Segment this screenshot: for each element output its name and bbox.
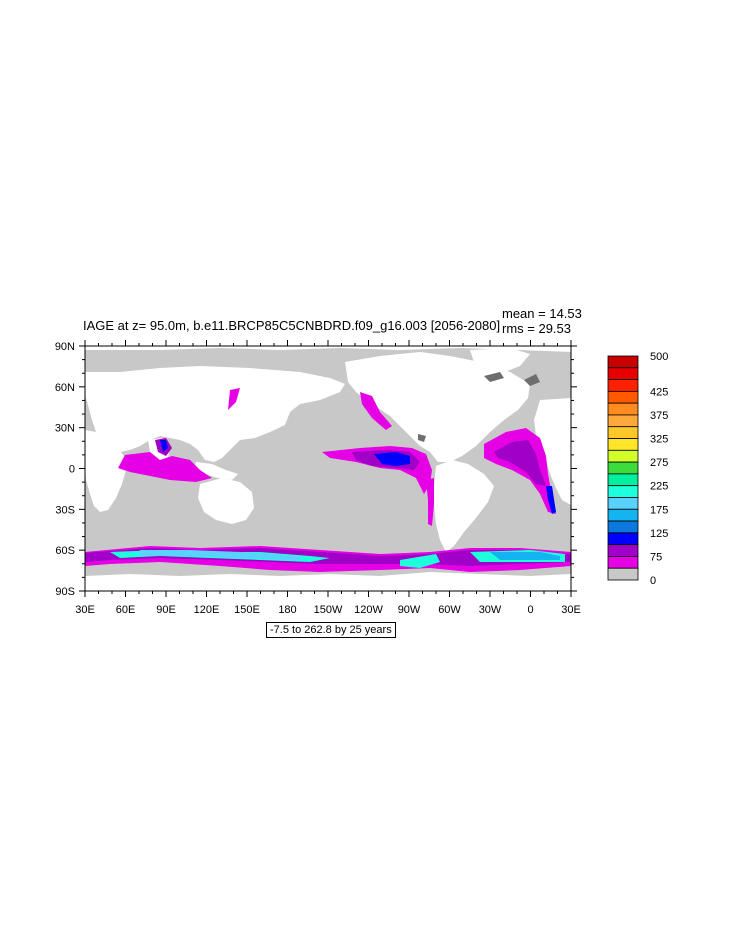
field-gulf-dark <box>418 434 426 442</box>
lon-tick-label: 30E <box>75 604 95 616</box>
lon-tick-label: 60W <box>438 604 461 616</box>
colorbar-swatch <box>607 355 639 369</box>
lon-tick-label: 30E <box>561 604 581 616</box>
field-arctic-dark-1 <box>484 372 504 382</box>
field-atlantic-east-purple <box>494 440 546 486</box>
lon-tick-label: 180 <box>278 604 296 616</box>
field-drake-cyan <box>400 554 440 568</box>
colorbar-label: 325 <box>650 434 668 446</box>
land-africa <box>85 430 126 512</box>
lon-tick-label: 150E <box>234 604 260 616</box>
colorbar-swatch <box>607 520 639 534</box>
colorbar-swatch <box>607 438 639 451</box>
lat-tick-label: 90S <box>55 586 75 598</box>
lon-tick-label: 150W <box>314 604 343 616</box>
field-indian-north <box>118 452 212 482</box>
land-masses <box>85 346 571 591</box>
plot-title: IAGE at z= 95.0m, b.e11.BRCP85C5CNBDRD.f… <box>83 318 501 333</box>
field-southern-blue-east <box>490 552 560 560</box>
lon-tick-label: 120W <box>354 604 383 616</box>
lat-ticks <box>79 345 577 592</box>
colorbar-label: 75 <box>650 551 662 563</box>
field-eq-pacific-blue <box>374 452 410 466</box>
lat-labels: 90N 60N 30N 0 30S 60S 90S <box>55 341 75 598</box>
colorbar-swatch <box>607 449 639 463</box>
lon-tick-label: 120E <box>194 604 220 616</box>
land-africa-right <box>534 398 571 505</box>
colorbar-swatch <box>607 367 639 380</box>
land-eurasia <box>85 366 345 462</box>
lon-labels: 30E 60E 90E 120E 150E 180 150W 120W 90W 60W 30W 0 30… <box>75 604 581 616</box>
colorbar-swatch <box>607 497 639 510</box>
land-greenland <box>470 348 530 374</box>
land-indonesia <box>194 462 238 480</box>
lon-tick-label: 0 <box>527 604 533 616</box>
colorbar-swatch <box>607 461 639 475</box>
map-panel <box>84 345 572 592</box>
mean-stat: mean = 14.53 <box>502 306 582 321</box>
colorbar-label: 500 <box>650 351 668 363</box>
colorbar-label: 175 <box>650 504 668 516</box>
field-pacific-north-coast <box>360 392 392 430</box>
field-arctic-dark-2 <box>524 374 540 386</box>
colorbar-swatch <box>607 508 639 522</box>
land-north-america <box>345 352 530 462</box>
lon-ticks <box>84 340 572 597</box>
field-benguela-blue <box>546 486 556 514</box>
lon-tick-label: 90E <box>156 604 176 616</box>
colorbar-label: 275 <box>650 457 668 469</box>
lon-tick-label: 30W <box>479 604 502 616</box>
lat-tick-label: 30S <box>55 504 75 516</box>
lat-tick-label: 0 <box>69 464 75 476</box>
field-southern-lightblue <box>140 550 300 560</box>
rms-stat: rms = 29.53 <box>502 321 572 336</box>
land-south-america <box>434 460 494 552</box>
land-arctic <box>85 346 571 352</box>
lon-tick-label: 90W <box>398 604 421 616</box>
lat-tick-label: 90N <box>55 341 75 353</box>
lat-tick-label: 60S <box>55 545 75 557</box>
contour-range-note: -7.5 to 262.8 by 25 years <box>266 622 396 638</box>
colorbar-swatch <box>607 567 639 581</box>
colorbar-label: 425 <box>650 386 668 398</box>
colorbar-swatch <box>607 402 639 416</box>
lat-tick-label: 30N <box>55 423 75 435</box>
colorbar-swatch <box>607 532 639 546</box>
colorbar-label: 225 <box>650 481 668 493</box>
field-peru-coast <box>426 478 434 526</box>
field-bay-blue <box>160 440 168 452</box>
colorbar-swatch <box>607 556 639 569</box>
land-antarctica <box>85 572 571 591</box>
colorbar-label: 375 <box>650 410 668 422</box>
colorbar-labels: 500 425 375 325 275 225 175 125 75 0 <box>650 351 668 587</box>
land-australia <box>198 478 254 524</box>
iage-field <box>85 372 571 572</box>
colorbar-swatch <box>607 473 639 487</box>
colorbar-swatch <box>607 426 639 439</box>
colorbar-swatch <box>607 414 639 428</box>
lon-tick-label: 60E <box>116 604 136 616</box>
colorbar <box>607 355 639 581</box>
colorbar-swatch <box>607 390 639 404</box>
field-kuroshio <box>228 388 240 410</box>
colorbar-swatch <box>607 485 639 498</box>
colorbar-swatch <box>607 379 639 392</box>
colorbar-label: 125 <box>650 528 668 540</box>
colorbar-label: 0 <box>650 575 656 587</box>
lat-tick-label: 60N <box>55 382 75 394</box>
colorbar-swatch <box>607 544 639 557</box>
